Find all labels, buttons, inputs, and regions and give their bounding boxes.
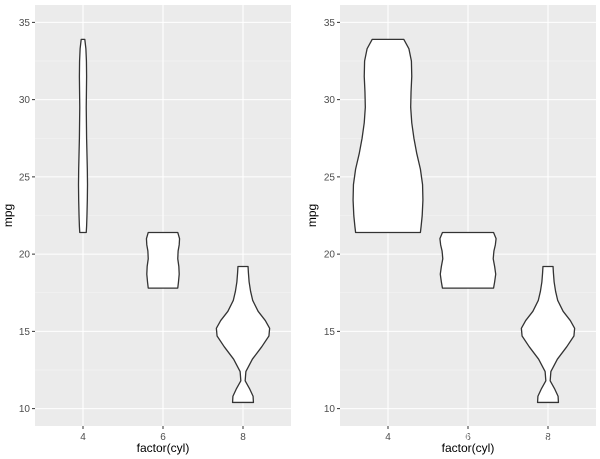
y-tick-label: 10 — [19, 404, 31, 415]
x-tick-label: 8 — [240, 432, 246, 443]
violin-cyl-6 — [439, 231, 497, 289]
y-tick-label: 10 — [324, 404, 336, 415]
y-tick-label: 25 — [324, 172, 336, 183]
y-axis-title: mpg — [305, 204, 319, 227]
y-tick-label: 30 — [324, 95, 336, 106]
y-tick-label: 35 — [19, 18, 31, 29]
y-tick-label: 15 — [324, 327, 336, 338]
y-tick-label: 30 — [19, 95, 31, 106]
y-axis-title: mpg — [1, 204, 15, 227]
violin-cyl-8 — [520, 265, 576, 404]
x-tick-label: 6 — [465, 432, 471, 443]
x-tick-label: 4 — [80, 432, 86, 443]
y-tick-label: 20 — [19, 250, 31, 261]
y-tick-label: 20 — [324, 250, 336, 261]
chart-panel-2: 10 15 20 25 30 35 4 6 8 factor(cyl) mpg — [305, 5, 596, 455]
x-tick-label: 6 — [160, 432, 166, 443]
y-tick-label: 35 — [324, 18, 336, 29]
violin-cyl-4 — [77, 38, 89, 234]
x-tick-label: 4 — [385, 432, 391, 443]
x-axis-title: factor(cyl) — [442, 441, 495, 455]
x-axis-title: factor(cyl) — [137, 441, 190, 455]
violin-cyl-6 — [145, 231, 181, 289]
violin-cyl-4 — [352, 38, 424, 234]
x-tick-label: 8 — [545, 432, 551, 443]
watermark-text: 知乎 @名本无名 — [454, 427, 564, 445]
chart-panel-1: 10 15 20 25 30 35 4 6 8 factor(cyl) mpg — [1, 5, 291, 455]
y-tick-label: 25 — [19, 172, 31, 183]
violin-cyl-8 — [215, 265, 271, 404]
y-tick-label: 15 — [19, 327, 31, 338]
